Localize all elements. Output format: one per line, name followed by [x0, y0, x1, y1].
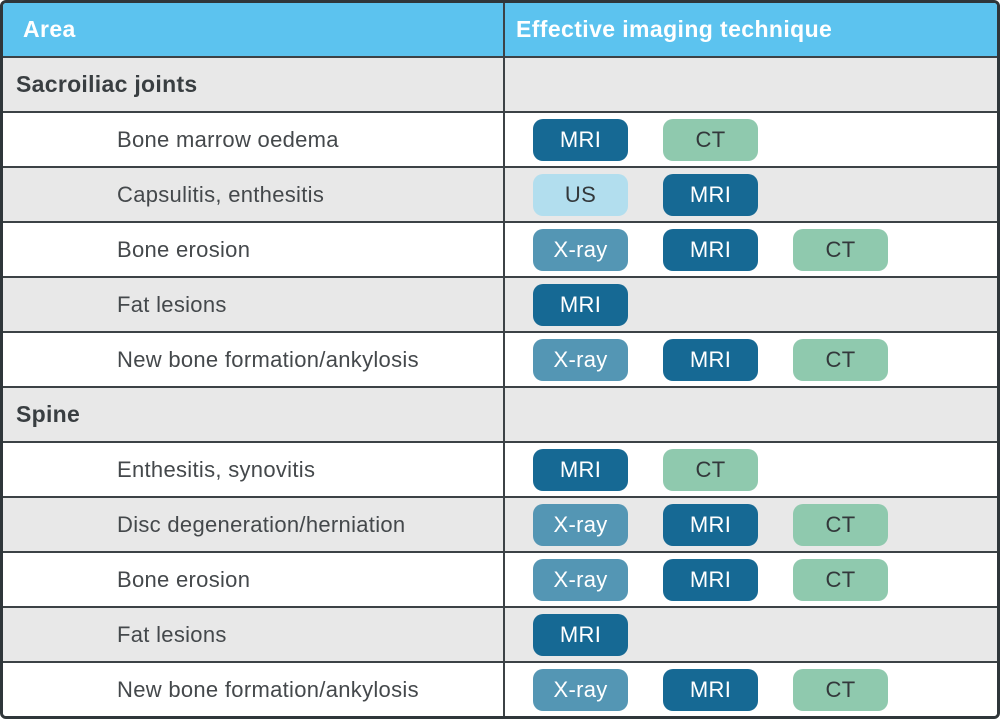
techniques-cell: [503, 388, 997, 441]
column-header-technique-label: Effective imaging technique: [516, 16, 833, 42]
table-row: Capsulitis, enthesitis US MRI: [3, 166, 997, 221]
item-label: Bone erosion: [117, 566, 251, 592]
technique-badge-ct: CT: [793, 503, 888, 546]
technique-badge-ct: CT: [793, 558, 888, 601]
area-cell: Disc degeneration/herniation: [3, 498, 503, 551]
techniques-cell: MRI CT: [503, 443, 997, 496]
techniques-cell: X-ray MRI CT: [503, 553, 997, 606]
technique-badge-mri: MRI: [663, 173, 758, 216]
technique-badge-mri: MRI: [533, 613, 628, 656]
technique-badge-x-ray: X-ray: [533, 338, 628, 381]
section-row: Sacroiliac joints: [3, 56, 997, 111]
technique-badge-mri: MRI: [533, 283, 628, 326]
column-header-area-label: Area: [23, 16, 76, 42]
item-label: New bone formation/ankylosis: [117, 676, 419, 702]
area-cell: Bone erosion: [3, 223, 503, 276]
technique-badge-mri: MRI: [663, 228, 758, 271]
techniques-cell: [503, 58, 997, 111]
item-label: Capsulitis, enthesitis: [117, 181, 325, 207]
table-row: Disc degeneration/herniation X-ray MRI CT: [3, 496, 997, 551]
technique-badge-x-ray: X-ray: [533, 228, 628, 271]
technique-badge-ct: CT: [663, 118, 758, 161]
table-row: Enthesitis, synovitis MRI CT: [3, 441, 997, 496]
area-cell: New bone formation/ankylosis: [3, 333, 503, 386]
techniques-cell: MRI: [503, 278, 997, 331]
item-label: Fat lesions: [117, 621, 227, 647]
item-label: Bone erosion: [117, 236, 251, 262]
section-row: Spine: [3, 386, 997, 441]
technique-badge-mri: MRI: [663, 558, 758, 601]
area-cell: Enthesitis, synovitis: [3, 443, 503, 496]
section-label: Spine: [16, 401, 81, 427]
table-row: New bone formation/ankylosis X-ray MRI CT: [3, 331, 997, 386]
techniques-cell: MRI: [503, 608, 997, 661]
techniques-cell: US MRI: [503, 168, 997, 221]
technique-badge-ct: CT: [793, 668, 888, 711]
item-label: Fat lesions: [117, 291, 227, 317]
techniques-cell: X-ray MRI CT: [503, 498, 997, 551]
technique-badge-ct: CT: [793, 228, 888, 271]
area-cell: New bone formation/ankylosis: [3, 663, 503, 716]
technique-badge-us: US: [533, 173, 628, 216]
item-label: Bone marrow oedema: [117, 126, 339, 152]
techniques-cell: MRI CT: [503, 113, 997, 166]
item-label: Disc degeneration/herniation: [117, 511, 406, 537]
column-header-technique: Effective imaging technique: [503, 3, 997, 56]
table-row: Bone erosion X-ray MRI CT: [3, 551, 997, 606]
area-cell: Sacroiliac joints: [3, 58, 503, 111]
area-cell: Bone marrow oedema: [3, 113, 503, 166]
technique-badge-x-ray: X-ray: [533, 503, 628, 546]
technique-badge-mri: MRI: [663, 338, 758, 381]
column-header-area: Area: [3, 3, 503, 56]
technique-badge-ct: CT: [663, 448, 758, 491]
table-row: New bone formation/ankylosis X-ray MRI CT: [3, 661, 997, 716]
area-cell: Capsulitis, enthesitis: [3, 168, 503, 221]
techniques-cell: X-ray MRI CT: [503, 663, 997, 716]
table-row: Fat lesions MRI: [3, 276, 997, 331]
technique-badge-x-ray: X-ray: [533, 558, 628, 601]
section-label: Sacroiliac joints: [16, 71, 198, 97]
technique-badge-ct: CT: [793, 338, 888, 381]
techniques-cell: X-ray MRI CT: [503, 333, 997, 386]
area-cell: Fat lesions: [3, 278, 503, 331]
table-header-row: Area Effective imaging technique: [3, 3, 997, 56]
item-label: Enthesitis, synovitis: [117, 456, 316, 482]
table-row: Bone marrow oedema MRI CT: [3, 111, 997, 166]
table-row: Bone erosion X-ray MRI CT: [3, 221, 997, 276]
technique-badge-mri: MRI: [533, 448, 628, 491]
technique-badge-x-ray: X-ray: [533, 668, 628, 711]
area-cell: Spine: [3, 388, 503, 441]
area-cell: Fat lesions: [3, 608, 503, 661]
table-row: Fat lesions MRI: [3, 606, 997, 661]
technique-badge-mri: MRI: [663, 503, 758, 546]
item-label: New bone formation/ankylosis: [117, 346, 419, 372]
area-cell: Bone erosion: [3, 553, 503, 606]
techniques-cell: X-ray MRI CT: [503, 223, 997, 276]
technique-badge-mri: MRI: [533, 118, 628, 161]
technique-badge-mri: MRI: [663, 668, 758, 711]
